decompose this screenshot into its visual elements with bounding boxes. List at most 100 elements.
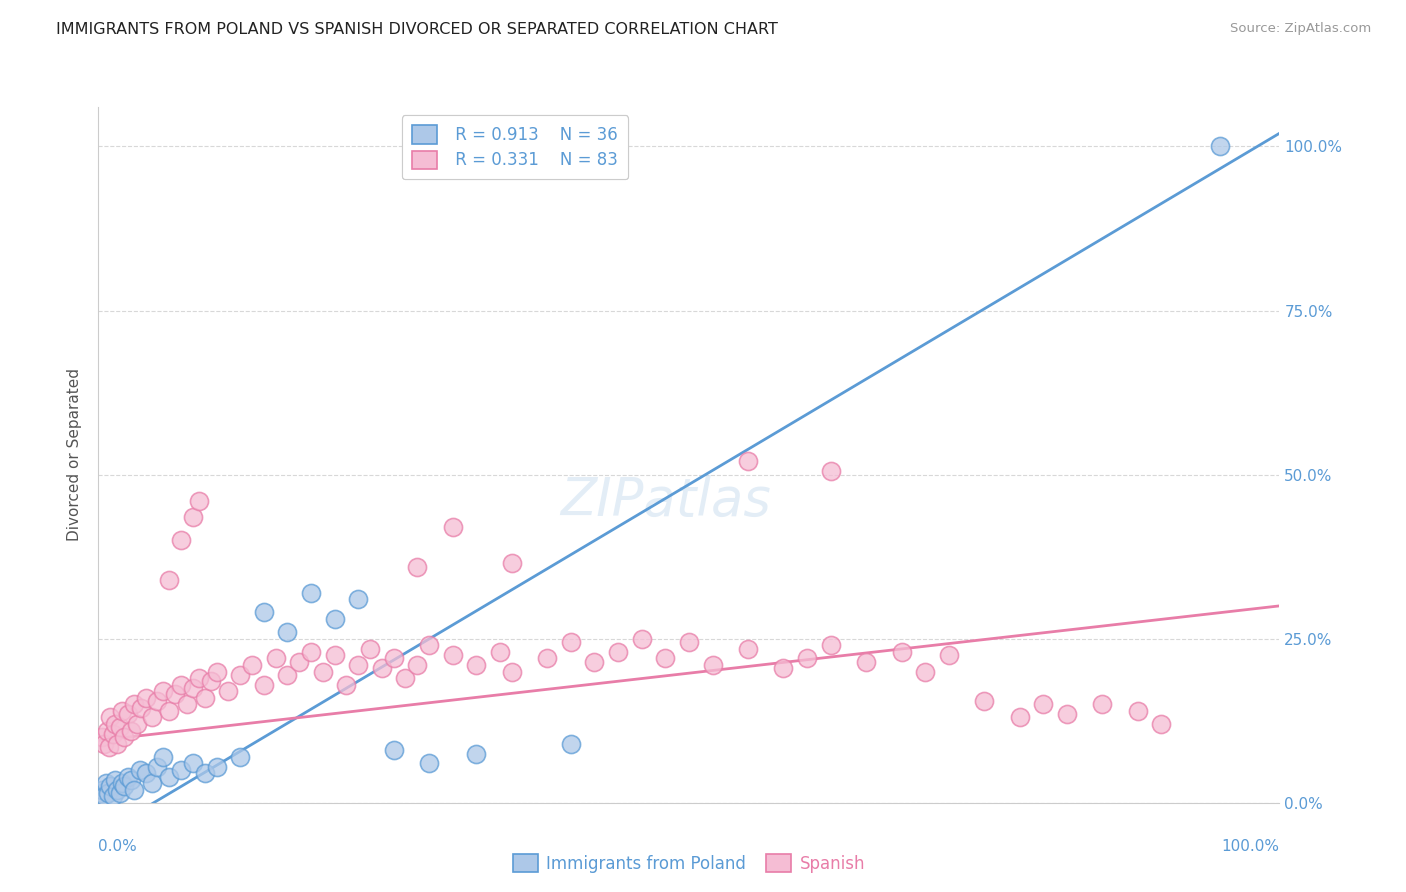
Point bbox=[276, 625, 298, 640]
Point bbox=[111, 704, 134, 718]
Point bbox=[820, 638, 842, 652]
Point bbox=[276, 668, 298, 682]
Point bbox=[108, 720, 131, 734]
Point bbox=[181, 510, 204, 524]
Point bbox=[347, 592, 370, 607]
Point bbox=[104, 772, 127, 787]
Point bbox=[702, 657, 724, 672]
Point bbox=[104, 717, 127, 731]
Point bbox=[170, 533, 193, 548]
Point bbox=[406, 559, 429, 574]
Point bbox=[93, 737, 115, 751]
Point bbox=[93, 789, 115, 804]
Point bbox=[141, 710, 163, 724]
Point bbox=[1209, 139, 1232, 153]
Point bbox=[654, 651, 676, 665]
Point bbox=[299, 645, 322, 659]
Point bbox=[583, 655, 606, 669]
Point bbox=[112, 730, 135, 744]
Point bbox=[121, 772, 143, 787]
Point bbox=[187, 494, 209, 508]
Point bbox=[323, 612, 346, 626]
Point bbox=[122, 782, 145, 797]
Point bbox=[91, 730, 114, 744]
Point bbox=[418, 756, 440, 771]
Point bbox=[737, 454, 759, 468]
Point bbox=[914, 665, 936, 679]
Point bbox=[187, 671, 209, 685]
Point bbox=[122, 698, 145, 712]
Point bbox=[205, 665, 228, 679]
Point bbox=[938, 648, 960, 662]
Point bbox=[157, 770, 180, 784]
Point bbox=[229, 668, 252, 682]
Point bbox=[1056, 707, 1078, 722]
Point bbox=[105, 737, 128, 751]
Point bbox=[890, 645, 912, 659]
Point bbox=[229, 749, 252, 764]
Point bbox=[855, 655, 877, 669]
Point bbox=[97, 786, 120, 800]
Text: Source: ZipAtlas.com: Source: ZipAtlas.com bbox=[1230, 22, 1371, 36]
Point bbox=[128, 763, 150, 777]
Point bbox=[630, 632, 652, 646]
Point bbox=[253, 678, 276, 692]
Point bbox=[264, 651, 287, 665]
Point bbox=[299, 586, 322, 600]
Point bbox=[194, 766, 217, 780]
Point bbox=[117, 707, 139, 722]
Point bbox=[90, 786, 112, 800]
Point bbox=[394, 671, 416, 685]
Point bbox=[678, 635, 700, 649]
Point bbox=[1150, 717, 1173, 731]
Point bbox=[347, 657, 370, 672]
Point bbox=[359, 641, 381, 656]
Point bbox=[108, 786, 131, 800]
Point bbox=[418, 638, 440, 652]
Point bbox=[1008, 710, 1031, 724]
Point bbox=[1091, 698, 1114, 712]
Point bbox=[501, 556, 523, 570]
Point bbox=[382, 651, 405, 665]
Point bbox=[170, 678, 193, 692]
Point bbox=[205, 760, 228, 774]
Point bbox=[200, 674, 222, 689]
Point bbox=[382, 743, 405, 757]
Point bbox=[101, 789, 124, 804]
Legend:  R = 0.913    N = 36,  R = 0.331    N = 83: R = 0.913 N = 36, R = 0.331 N = 83 bbox=[402, 115, 628, 179]
Point bbox=[146, 694, 169, 708]
Point bbox=[288, 655, 311, 669]
Point bbox=[91, 782, 114, 797]
Point bbox=[194, 690, 217, 705]
Text: ZIPatlas: ZIPatlas bbox=[560, 475, 770, 527]
Point bbox=[157, 704, 180, 718]
Point bbox=[253, 606, 276, 620]
Point bbox=[335, 678, 357, 692]
Point bbox=[135, 766, 157, 780]
Point bbox=[105, 782, 128, 797]
Y-axis label: Divorced or Separated: Divorced or Separated bbox=[67, 368, 83, 541]
Point bbox=[1126, 704, 1149, 718]
Point bbox=[465, 657, 488, 672]
Point bbox=[820, 464, 842, 478]
Point bbox=[441, 520, 464, 534]
Point bbox=[152, 749, 174, 764]
Point bbox=[217, 684, 239, 698]
Point bbox=[737, 641, 759, 656]
Point bbox=[441, 648, 464, 662]
Point bbox=[127, 717, 149, 731]
Point bbox=[489, 645, 512, 659]
Legend: Immigrants from Poland, Spanish: Immigrants from Poland, Spanish bbox=[506, 847, 872, 880]
Point bbox=[141, 776, 163, 790]
Point bbox=[129, 700, 152, 714]
Point bbox=[607, 645, 630, 659]
Point bbox=[181, 681, 204, 695]
Point bbox=[312, 665, 335, 679]
Point bbox=[117, 770, 139, 784]
Point bbox=[135, 690, 157, 705]
Point bbox=[94, 776, 117, 790]
Point bbox=[146, 760, 169, 774]
Point bbox=[536, 651, 558, 665]
Point bbox=[170, 763, 193, 777]
Point bbox=[1032, 698, 1054, 712]
